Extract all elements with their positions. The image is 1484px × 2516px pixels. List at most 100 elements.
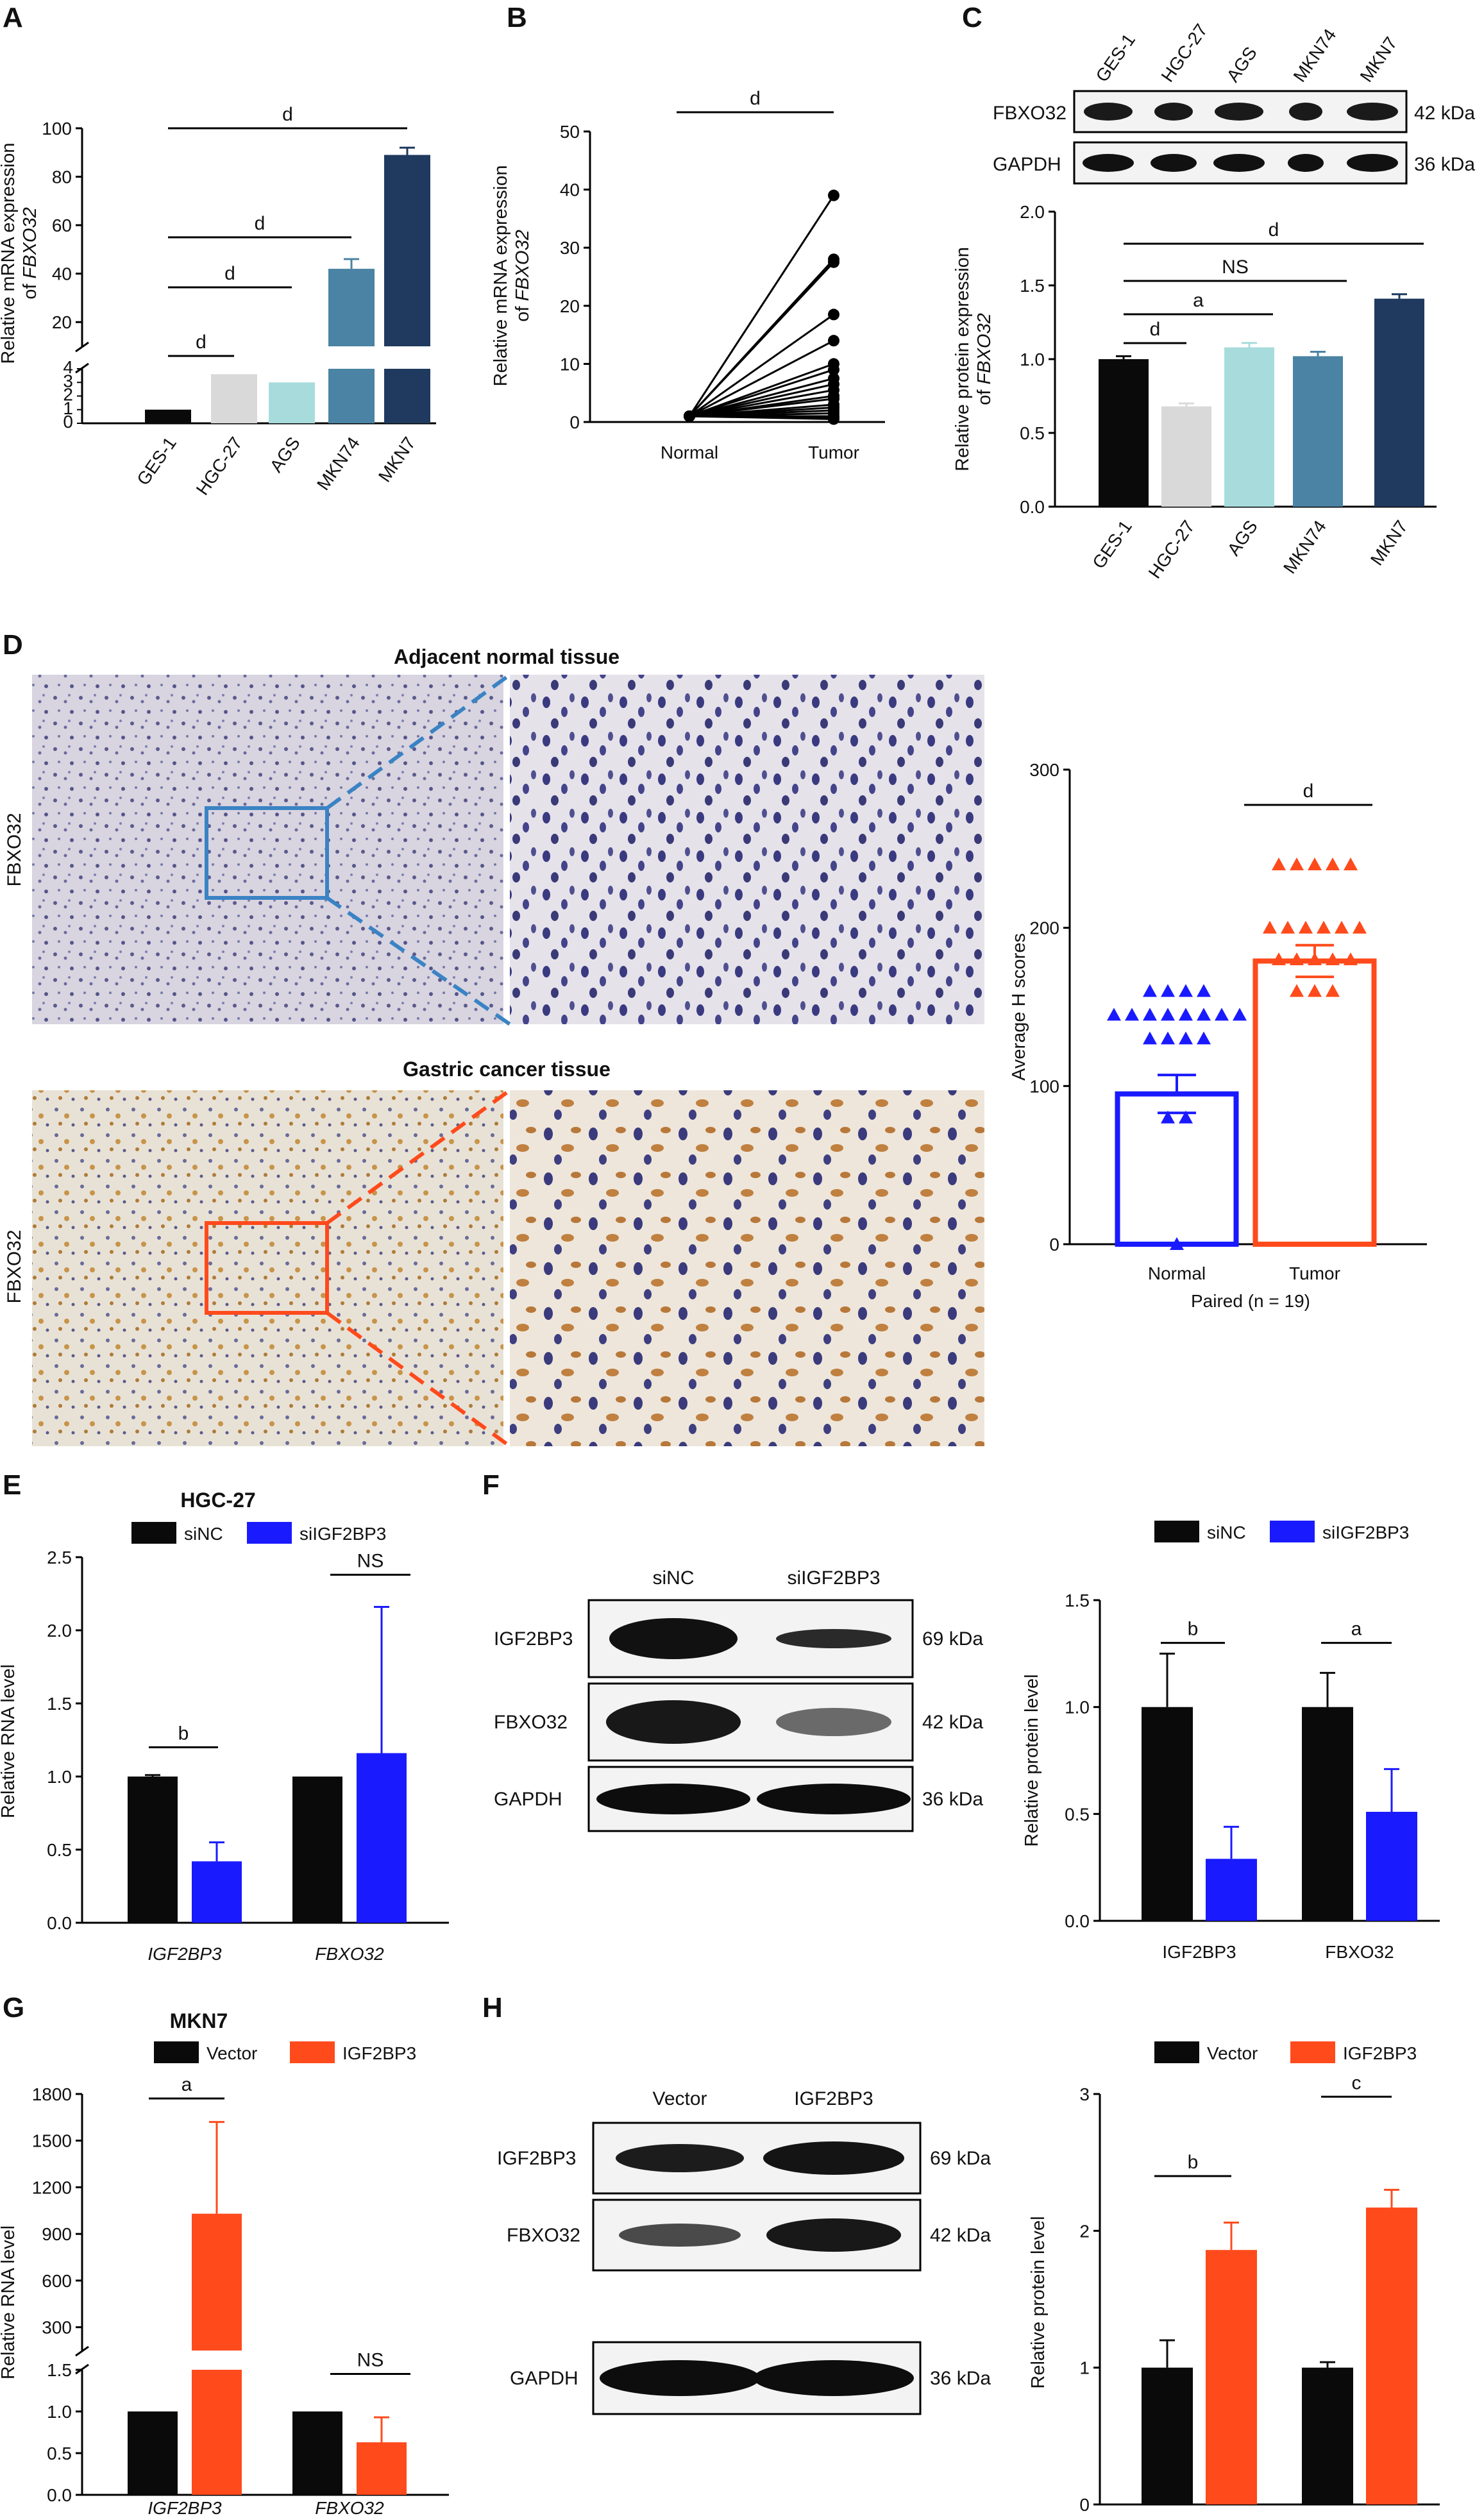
a-bar-upper-4 bbox=[384, 155, 430, 347]
e-sig-1: b bbox=[178, 1723, 189, 1744]
e-xtick-1: FBXO32 bbox=[315, 1944, 384, 1964]
h-bar-0-1 bbox=[1206, 2250, 1257, 2504]
c-band-fbxo32-0 bbox=[1084, 103, 1133, 121]
e-ytick-0: 0.0 bbox=[47, 1913, 72, 1933]
d-point-tumor-8 bbox=[1263, 920, 1277, 934]
e-ytick-2: 1.0 bbox=[47, 1767, 72, 1787]
g-xtick-0: IGF2BP3 bbox=[148, 2498, 222, 2516]
blot-h-lane-1: Vector bbox=[652, 2088, 707, 2109]
panel-label-h: H bbox=[482, 1992, 503, 2023]
f-bar-0-0 bbox=[1142, 1707, 1193, 1921]
c-ylabel-line2: of FBXO32 bbox=[974, 313, 995, 405]
g-legend-label-1: IGF2BP3 bbox=[342, 2043, 416, 2063]
a-sig-3: d bbox=[255, 213, 266, 234]
blot-f-row-igf2bp3: IGF2BP3 bbox=[494, 1628, 573, 1650]
e-ytick-1: 0.5 bbox=[47, 1840, 72, 1860]
a-bar-upper-3 bbox=[328, 269, 375, 346]
f-legend-label-0: siNC bbox=[1207, 1523, 1246, 1542]
g-legend-swatch-1 bbox=[290, 2041, 335, 2063]
b-pair-line-4 bbox=[689, 339, 834, 418]
e-legend-label-0: siNC bbox=[184, 1524, 223, 1544]
blot-h-kda-gapdh: 36 kDa bbox=[930, 2368, 991, 2389]
d-point-tumor-13 bbox=[1353, 920, 1367, 934]
d-point-tumor-1 bbox=[1308, 984, 1322, 997]
b-ylabel-line1: Relative mRNA expression bbox=[491, 165, 511, 387]
f-bar-1-0 bbox=[1302, 1707, 1353, 1921]
blot-h-kda-fbxo32: 42 kDa bbox=[930, 2225, 991, 2246]
c-band-gapdh-4 bbox=[1347, 154, 1398, 172]
a-tick-100: 100 bbox=[42, 119, 72, 139]
blot-f-row-fbxo32: FBXO32 bbox=[494, 1712, 568, 1733]
a-sig-2: d bbox=[224, 263, 235, 284]
g-xtick-1: FBXO32 bbox=[315, 2498, 384, 2516]
c-ytick-1: 0.5 bbox=[1020, 423, 1045, 443]
e-bar-1-0 bbox=[292, 1777, 342, 1923]
blot-h-lane-2: IGF2BP3 bbox=[794, 2088, 873, 2109]
c-ytick-2: 1.0 bbox=[1020, 350, 1045, 369]
c-xtick-1: HGC-27 bbox=[1145, 517, 1199, 582]
d-point-tumor-17 bbox=[1326, 857, 1340, 870]
g-sig-2: NS bbox=[357, 2350, 384, 2371]
h-sig-1: b bbox=[1188, 2152, 1199, 2173]
d-point-normal-12 bbox=[1197, 1008, 1211, 1021]
c-blot-lane-1: HGC-27 bbox=[1158, 21, 1211, 86]
c-bar-0 bbox=[1099, 359, 1149, 507]
ihc-normal-row-label: FBXO32 bbox=[4, 813, 25, 886]
d-ytick-300: 300 bbox=[1029, 760, 1059, 780]
a-bar-2 bbox=[269, 382, 315, 423]
d-point-tumor-11 bbox=[1317, 920, 1331, 934]
f-xtick-0: IGF2BP3 bbox=[1162, 1942, 1236, 1962]
ihc-cancer-overview-image bbox=[32, 1090, 503, 1446]
blot-h-row-igf2bp3: IGF2BP3 bbox=[497, 2148, 576, 2169]
g-title: MKN7 bbox=[170, 2009, 228, 2032]
b-point-tumor-18 bbox=[828, 413, 839, 425]
b-point-tumor-0 bbox=[828, 189, 839, 201]
d-point-normal-5 bbox=[1179, 1031, 1193, 1045]
h-legend-swatch-1 bbox=[1290, 2041, 1335, 2063]
b-ytick-0: 0 bbox=[569, 412, 580, 432]
d-point-tumor-5 bbox=[1308, 952, 1322, 965]
d-point-normal-9 bbox=[1143, 1008, 1157, 1021]
a-ltick-2: 2 bbox=[63, 385, 73, 405]
c-bar-2 bbox=[1224, 347, 1274, 507]
ihc-cancer-zoom-image bbox=[510, 1090, 984, 1446]
d-point-normal-13 bbox=[1215, 1008, 1229, 1021]
d-point-tumor-16 bbox=[1308, 857, 1322, 870]
f-sig-1: b bbox=[1188, 1619, 1199, 1640]
d-point-tumor-4 bbox=[1290, 952, 1304, 965]
d-point-tumor-6 bbox=[1326, 952, 1340, 965]
e-ytick-4: 2.0 bbox=[47, 1621, 72, 1641]
d-xtick-normal: Normal bbox=[1148, 1263, 1206, 1283]
e-legend-swatch-0 bbox=[131, 1522, 176, 1544]
b-xtick-tumor: Tumor bbox=[808, 443, 859, 462]
g-ltick-3: 1.5 bbox=[47, 2360, 72, 2380]
a-sig-1: d bbox=[196, 332, 207, 353]
d-point-normal-1 bbox=[1161, 1110, 1175, 1124]
c-band-fbxo32-4 bbox=[1347, 103, 1398, 121]
a-xtick-2: AGS bbox=[266, 434, 304, 476]
h-ytick-0: 0 bbox=[1079, 2495, 1090, 2515]
g-sig-1: a bbox=[181, 2074, 192, 2095]
d-point-normal-14 bbox=[1233, 1008, 1247, 1021]
panel-label-d: D bbox=[3, 629, 23, 661]
e-ytick-3: 1.5 bbox=[47, 1694, 72, 1714]
g-legend-swatch-0 bbox=[154, 2041, 199, 2063]
d-xlabel: Paired (n = 19) bbox=[1191, 1291, 1310, 1311]
ihc-cancer-zoom-line-bottom bbox=[326, 1311, 511, 1448]
b-point-tumor-4 bbox=[828, 335, 839, 347]
d-point-normal-4 bbox=[1161, 1031, 1175, 1045]
f-ylabel: Relative protein level bbox=[1022, 1674, 1042, 1846]
blot-c-row-gapdh: GAPDH bbox=[993, 154, 1061, 175]
g-utick-3: 1200 bbox=[32, 2177, 72, 2197]
blot-f-lane-1: siNC bbox=[653, 1567, 695, 1589]
d-bar-1 bbox=[1252, 958, 1377, 1247]
a-ltick-1: 1 bbox=[63, 398, 73, 418]
c-band-gapdh-2 bbox=[1213, 154, 1265, 172]
g-legend-label-0: Vector bbox=[207, 2043, 257, 2063]
d-point-tumor-15 bbox=[1290, 857, 1304, 870]
ihc-cancer-zoom-line-top bbox=[326, 1088, 511, 1225]
e-legend-label-1: siIGF2BP3 bbox=[299, 1524, 386, 1544]
blot-f-kda-fbxo32: 42 kDa bbox=[922, 1712, 983, 1733]
b-point-tumor-3 bbox=[828, 308, 839, 321]
